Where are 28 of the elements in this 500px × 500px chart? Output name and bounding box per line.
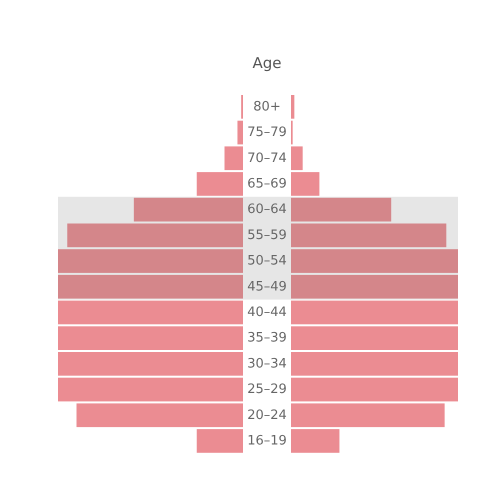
bar: [291, 249, 458, 273]
bar: [291, 95, 294, 119]
y-tick-label: 75–79: [247, 125, 287, 140]
y-tick-label: 80+: [253, 99, 281, 114]
y-tick-label: 35–39: [247, 330, 287, 346]
y-tick-label: 25–29: [247, 382, 287, 398]
y-tick-label: 30–34: [247, 356, 287, 372]
bar: [291, 146, 303, 170]
bar: [291, 326, 458, 350]
bar: [291, 274, 458, 299]
bar: [291, 172, 320, 196]
y-tick-label: 65–69: [247, 176, 287, 192]
y-tick-label: 45–49: [247, 279, 287, 294]
bar: [291, 198, 392, 222]
y-tick-label: 60–64: [247, 202, 287, 218]
y-tick-label: 20–24: [247, 408, 287, 423]
y-tick-label: 50–54: [247, 254, 287, 269]
y-axis-title: Age: [252, 54, 282, 72]
y-tick-label: 55–59: [247, 228, 287, 243]
bar: [291, 429, 340, 453]
bar: [291, 378, 458, 402]
bar: [291, 352, 458, 376]
y-tick-label: 40–44: [247, 304, 287, 320]
bar: [291, 224, 446, 248]
y-tick-label: 70–74: [247, 150, 287, 166]
bar: [291, 300, 458, 324]
bar: [291, 403, 445, 428]
y-tick-label: 16–19: [247, 433, 287, 448]
